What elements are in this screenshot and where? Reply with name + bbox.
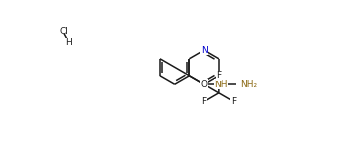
- Text: Cl: Cl: [60, 27, 69, 36]
- Text: N: N: [201, 46, 208, 55]
- Text: NH₂: NH₂: [240, 80, 257, 89]
- Text: O: O: [201, 80, 208, 89]
- Text: H: H: [65, 38, 72, 47]
- Text: F: F: [201, 97, 207, 106]
- Text: NH: NH: [214, 80, 228, 89]
- Text: F: F: [216, 71, 222, 80]
- Text: F: F: [231, 97, 236, 106]
